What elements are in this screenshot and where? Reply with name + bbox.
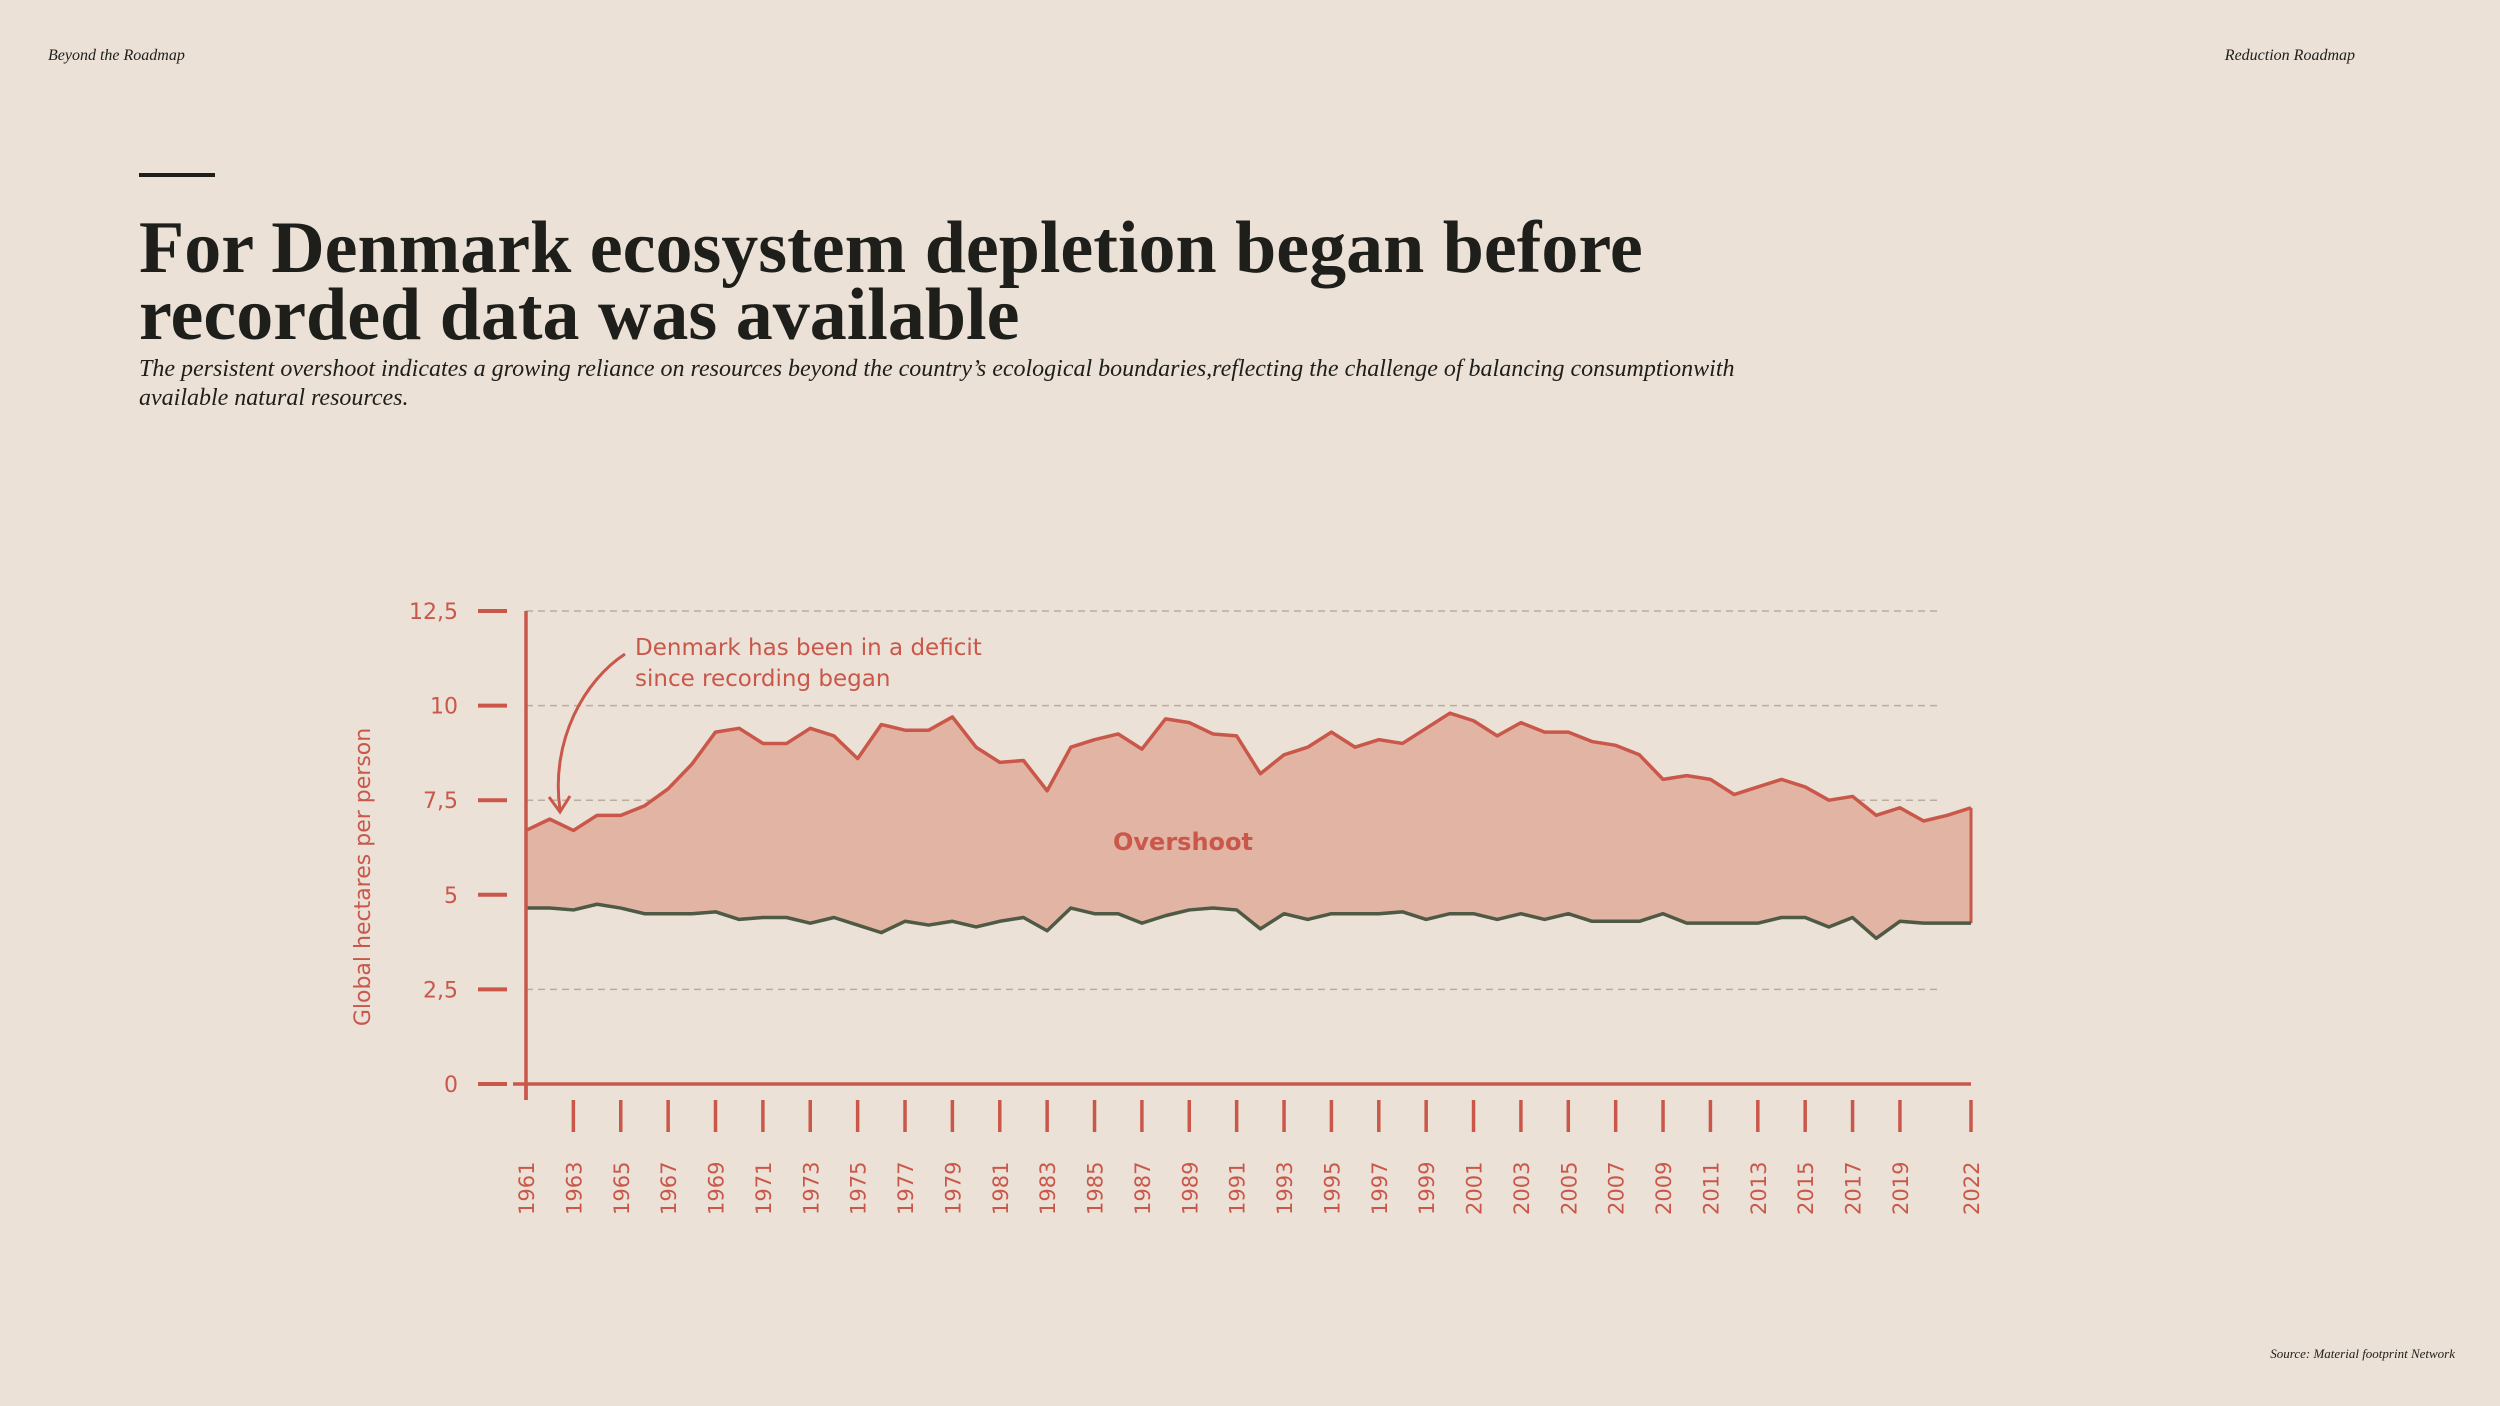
x-tick-label: 2022 [1960,1162,1984,1215]
x-tick-label: 1993 [1273,1162,1297,1215]
x-tick-label: 1989 [1178,1162,1202,1215]
x-tick-label: 2001 [1463,1162,1487,1215]
chart: 0 2,5 5 7,5 10 12,5 1961 1963 1965 1967 1969 1971 19… [351,600,1984,1215]
y-tick-label: 12,5 [409,600,458,625]
y-tick-label: 10 [430,695,458,720]
x-tick-label: 1961 [515,1162,539,1215]
x-tick-label: 1979 [941,1162,965,1215]
x-tick-label: 1965 [610,1162,634,1215]
x-tick-label: 2009 [1652,1162,1676,1215]
x-tick-label: 1975 [847,1162,871,1215]
title-wrap: For Denmark ecosystem depletion began be… [139,215,1939,413]
x-tick-label: 1981 [989,1162,1013,1215]
y-axis-label: Global hectares per person [351,728,376,1026]
y-tick-label: 2,5 [423,978,458,1003]
x-tick-label: 1983 [1036,1162,1060,1215]
annotation: Denmark has been in a deficit [635,635,982,661]
x-tick-label: 2019 [1889,1162,1913,1215]
series-line [525,711,1972,833]
annotation-arrowhead [547,795,572,815]
y-tick-label: 7,5 [423,789,458,814]
header-left: Beyond the Roadmap [48,47,185,64]
x-tick-label: 2015 [1794,1162,1818,1215]
area-label: Overshoot [1113,828,1253,856]
y-tick-label: 0 [444,1073,458,1098]
x-tick-label: 1969 [705,1162,729,1215]
x-tick-label: 1997 [1368,1162,1392,1215]
x-tick-label: 1973 [799,1162,823,1215]
x-tick-label: 2013 [1747,1162,1771,1215]
annotation: since recording began [635,666,890,692]
x-tick-label: 1991 [1226,1162,1250,1215]
series-line [526,902,1971,941]
x-tick-label: 1999 [1415,1162,1439,1215]
x-tick-label: 1971 [752,1162,776,1215]
title-block: For Denmark ecosystem depletion began be… [139,215,1939,413]
annotation-arrow [556,652,626,811]
header-right: Reduction Roadmap [2224,47,2355,64]
source: Source: Material footprint Network [2270,1346,2455,1361]
x-tick-label: 2007 [1605,1162,1629,1215]
overshoot-area [526,713,1971,939]
chart-title: For Denmark ecosystem depletion began be… [139,215,1643,356]
x-tick-label: 1967 [657,1162,681,1215]
x-tick-label: 1995 [1320,1162,1344,1215]
x-tick-label: 1985 [1084,1162,1108,1215]
x-tick-label: 1963 [562,1162,586,1215]
x-tick-label: 1977 [894,1162,918,1215]
x-tick-label: 2005 [1557,1162,1581,1215]
x-tick-label: 2003 [1510,1162,1534,1215]
x-tick-label: 2011 [1699,1162,1723,1215]
subtitle: The persistent overshoot indicates a gro… [139,356,1735,411]
y-tick-label: 5 [444,884,458,909]
x-tick-label: 2017 [1842,1162,1866,1215]
x-tick-label: 1987 [1131,1162,1155,1215]
